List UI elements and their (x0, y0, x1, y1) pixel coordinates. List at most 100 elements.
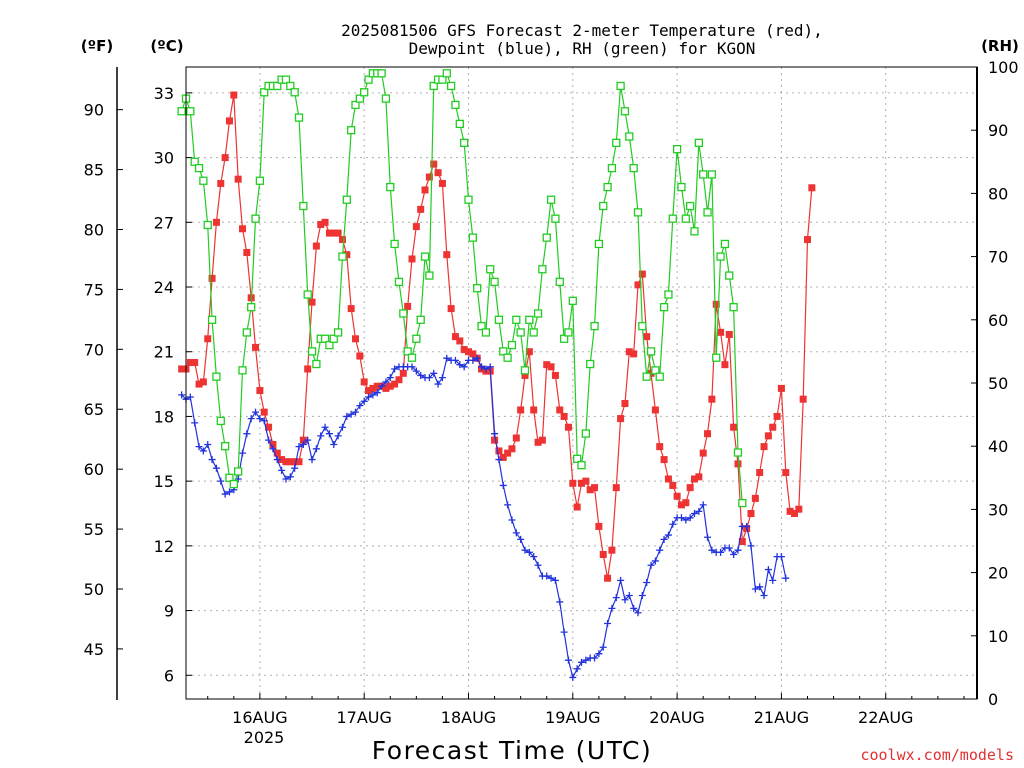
rh-point (207, 315, 217, 324)
dewpoint-point (391, 365, 399, 373)
rh-tick-label: 0 (988, 690, 998, 709)
dewpoint-point (777, 553, 785, 561)
temperature-point (764, 432, 772, 440)
celsius-tick-label: 30 (154, 149, 174, 168)
date-tick-label: 18AUG (441, 708, 496, 727)
temperature-point (495, 447, 503, 455)
rh-point (486, 265, 495, 274)
dewpoint-point (278, 466, 286, 474)
rh-point (177, 107, 186, 116)
temperature-point (382, 384, 390, 392)
rh-point (520, 366, 530, 375)
dewpoint-point (325, 430, 333, 438)
plot-frame (185, 66, 978, 700)
rh-point (347, 126, 356, 135)
temperature-point (334, 229, 342, 237)
rh-point (216, 416, 225, 426)
dewpoint-point (456, 361, 464, 369)
dewpoint-point (677, 514, 685, 522)
rh-point (325, 340, 334, 350)
temperature-point (212, 218, 220, 226)
rh-point (468, 233, 477, 242)
dewpoint-point (299, 440, 307, 448)
temperature-point (717, 328, 725, 336)
dewpoint-point (291, 464, 299, 472)
rh-point (559, 334, 569, 343)
dewpoint-point (664, 531, 672, 539)
temperature-point (730, 423, 738, 431)
temperature-point (417, 205, 425, 213)
dewpoint-point (669, 520, 677, 528)
dewpoint-point (330, 440, 338, 448)
dewpoint-point (430, 369, 438, 377)
rh-point (320, 334, 330, 343)
rh-point (247, 303, 256, 312)
rh-point (642, 372, 651, 381)
rh-point (303, 290, 312, 299)
fahrenheit-tick-label: 60 (84, 460, 104, 479)
rh-point (573, 454, 582, 463)
temperature-point (560, 412, 568, 420)
dewpoint-point (634, 609, 642, 617)
rh-point (677, 182, 686, 192)
dewpoint-point (317, 432, 325, 440)
celsius-tick-label: 18 (154, 407, 174, 426)
rh-point (546, 195, 556, 204)
dewpoint-point (186, 393, 194, 401)
dewpoint-point (247, 415, 255, 423)
dewpoint-point (243, 430, 251, 438)
rh-tick-label: 30 (988, 500, 1008, 519)
dewpoint-point (191, 419, 199, 427)
temperature-point (756, 469, 764, 477)
dewpoint-point (591, 654, 599, 662)
dewpoint-point (508, 516, 516, 524)
watermark: coolwx.com/models (860, 746, 1014, 764)
fahrenheit-tick-label: 55 (84, 520, 104, 539)
celsius-tick-label: 15 (154, 472, 174, 491)
temperature-point (708, 395, 716, 403)
dewpoint-point (578, 658, 585, 666)
rh-point (625, 132, 634, 141)
rh-point (668, 214, 677, 223)
dewpoint-point (517, 535, 525, 543)
rh-point (616, 81, 625, 91)
rh-point (381, 94, 391, 103)
fahrenheit-tick-label: 45 (84, 640, 104, 659)
rh-point (738, 498, 747, 508)
dewpoint-point (782, 574, 790, 582)
dewpoint-point (747, 542, 755, 550)
temperature-point (547, 363, 555, 371)
temperature-point (504, 449, 512, 457)
temperature-point (725, 330, 733, 338)
temperature-point (790, 509, 798, 517)
dewpoint-point (478, 363, 486, 371)
fahrenheit-tick-label: 65 (84, 400, 104, 419)
rh-point (238, 366, 247, 375)
temperature-point (391, 380, 399, 388)
temperature-point (199, 378, 207, 386)
rh-point (394, 277, 404, 287)
temperature-point (808, 184, 816, 192)
dewpoint-point (443, 354, 451, 362)
dewpoint-point (682, 516, 690, 524)
dewpoint-point (473, 354, 481, 362)
temperature-point (621, 399, 629, 407)
dewpoint-point (260, 417, 268, 425)
dewpoint-point (212, 464, 220, 472)
temperature-point (425, 173, 433, 181)
rh-point (390, 239, 399, 249)
temperature-point (399, 369, 407, 377)
rh-point (212, 372, 221, 381)
rh-point (603, 182, 612, 192)
dewpoint-point (434, 380, 442, 388)
rh-point (629, 163, 638, 173)
temperature-point (747, 509, 755, 517)
temperature-point (586, 486, 594, 494)
dewpoint-point (704, 533, 712, 541)
dewpoint-point (356, 402, 364, 410)
temperature-point (699, 449, 707, 457)
rh-point (525, 315, 534, 324)
rh-point (725, 271, 734, 280)
temperature-point (421, 186, 429, 194)
